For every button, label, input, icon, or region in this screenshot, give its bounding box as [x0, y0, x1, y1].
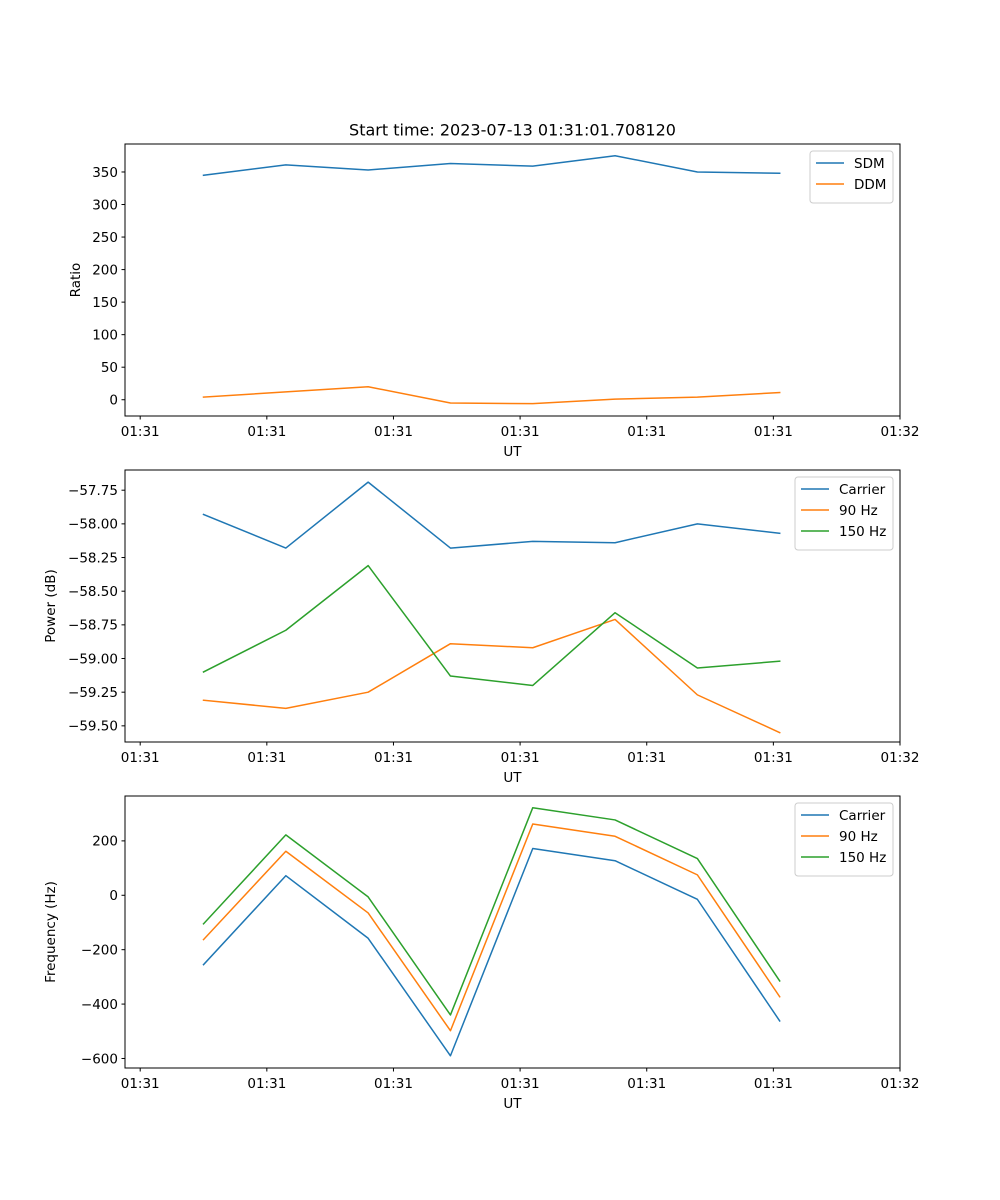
legend-label: Carrier [839, 808, 886, 824]
x-tick-label: 01:31 [247, 424, 286, 440]
series-line-90-hz [202, 823, 781, 1032]
legend-label: 90 Hz [839, 503, 878, 519]
y-tick-label: −400 [81, 997, 118, 1013]
y-tick-label: 300 [92, 197, 118, 213]
x-tick-label: 01:31 [121, 1076, 160, 1092]
x-tick-label: 01:31 [374, 750, 413, 766]
y-tick-label: −200 [81, 942, 118, 958]
y-tick-label: −58.25 [68, 550, 118, 566]
y-tick-label: −58.00 [68, 517, 118, 533]
x-tick-label: 01:31 [501, 424, 540, 440]
y-tick-label: −57.75 [68, 483, 118, 499]
y-tick-label: 250 [92, 230, 118, 246]
y-tick-label: 0 [109, 393, 118, 409]
legend-box [809, 150, 894, 204]
x-tick-label: 01:31 [501, 750, 540, 766]
x-tick-label: 01:31 [754, 424, 793, 440]
legend: SDM DDM [809, 150, 894, 204]
legend-label: Carrier [839, 482, 886, 498]
plot-frame [124, 795, 901, 1069]
y-axis-label: Power (dB) [43, 569, 59, 642]
x-tick-label: 01:32 [881, 424, 920, 440]
y-tick-label: −58.75 [68, 618, 118, 634]
y-axis-label: Ratio [68, 263, 84, 298]
legend-label: 90 Hz [839, 829, 878, 845]
legend: Carrier 90 Hz 150 Hz [794, 476, 894, 551]
x-tick-label: 01:32 [881, 1076, 920, 1092]
x-tick-label: 01:32 [881, 750, 920, 766]
x-tick-label: 01:31 [627, 424, 666, 440]
y-axis-label: Frequency (Hz) [43, 881, 59, 983]
x-tick-label: 01:31 [501, 1076, 540, 1092]
y-tick-label: 200 [92, 262, 118, 278]
x-tick-label: 01:31 [247, 750, 286, 766]
x-tick-label: 01:31 [754, 1076, 793, 1092]
y-tick-label: −600 [81, 1051, 118, 1067]
y-tick-label: 200 [92, 834, 118, 850]
y-tick-label: −59.50 [68, 719, 118, 735]
series-line-ddm [202, 385, 781, 405]
figure-title: Start time: 2023-07-13 01:31:01.708120 [349, 121, 676, 140]
x-axis-label: UT [503, 444, 522, 460]
x-axis-label: UT [503, 770, 522, 786]
y-tick-label: 50 [101, 360, 118, 376]
plot-frame [124, 469, 901, 743]
y-tick-label: −58.50 [68, 584, 118, 600]
series-line-150-hz [202, 564, 781, 687]
y-tick-label: 0 [109, 888, 118, 904]
x-axis-label: UT [503, 1096, 522, 1112]
subplots: 01:31 01:31 01:31 01:31 01:31 01:31 01:32 0 50 10… [43, 143, 920, 1112]
x-tick-label: 01:31 [374, 424, 413, 440]
series-line-carrier [202, 847, 781, 1057]
series-line-carrier [202, 481, 781, 549]
power-panel: 01:31 01:31 01:31 01:31 01:31 01:31 01:32 −59.5… [43, 469, 920, 786]
y-tick-label: 150 [92, 295, 118, 311]
y-tick-label: −59.00 [68, 651, 118, 667]
legend-label: 150 Hz [839, 850, 886, 866]
x-tick-label: 01:31 [374, 1076, 413, 1092]
x-tick-label: 01:31 [754, 750, 793, 766]
legend: Carrier 90 Hz 150 Hz [794, 802, 894, 877]
legend-label: 150 Hz [839, 524, 886, 540]
legend-label: DDM [854, 177, 886, 193]
x-tick-label: 01:31 [247, 1076, 286, 1092]
x-tick-label: 01:31 [627, 750, 666, 766]
series-line-90-hz [202, 618, 781, 734]
series-line-150-hz [202, 806, 781, 1016]
x-tick-label: 01:31 [121, 424, 160, 440]
y-tick-label: 350 [92, 165, 118, 181]
frequency-panel: 01:31 01:31 01:31 01:31 01:31 01:31 01:32 −600 −… [43, 795, 920, 1112]
y-tick-label: 100 [92, 327, 118, 343]
y-tick-label: −59.25 [68, 685, 118, 701]
ratio-panel: 01:31 01:31 01:31 01:31 01:31 01:31 01:32 0 50 10… [68, 143, 920, 460]
series-line-sdm [202, 154, 781, 177]
legend-label: SDM [854, 156, 885, 172]
x-tick-label: 01:31 [627, 1076, 666, 1092]
plot-frame [124, 143, 901, 417]
x-tick-label: 01:31 [121, 750, 160, 766]
